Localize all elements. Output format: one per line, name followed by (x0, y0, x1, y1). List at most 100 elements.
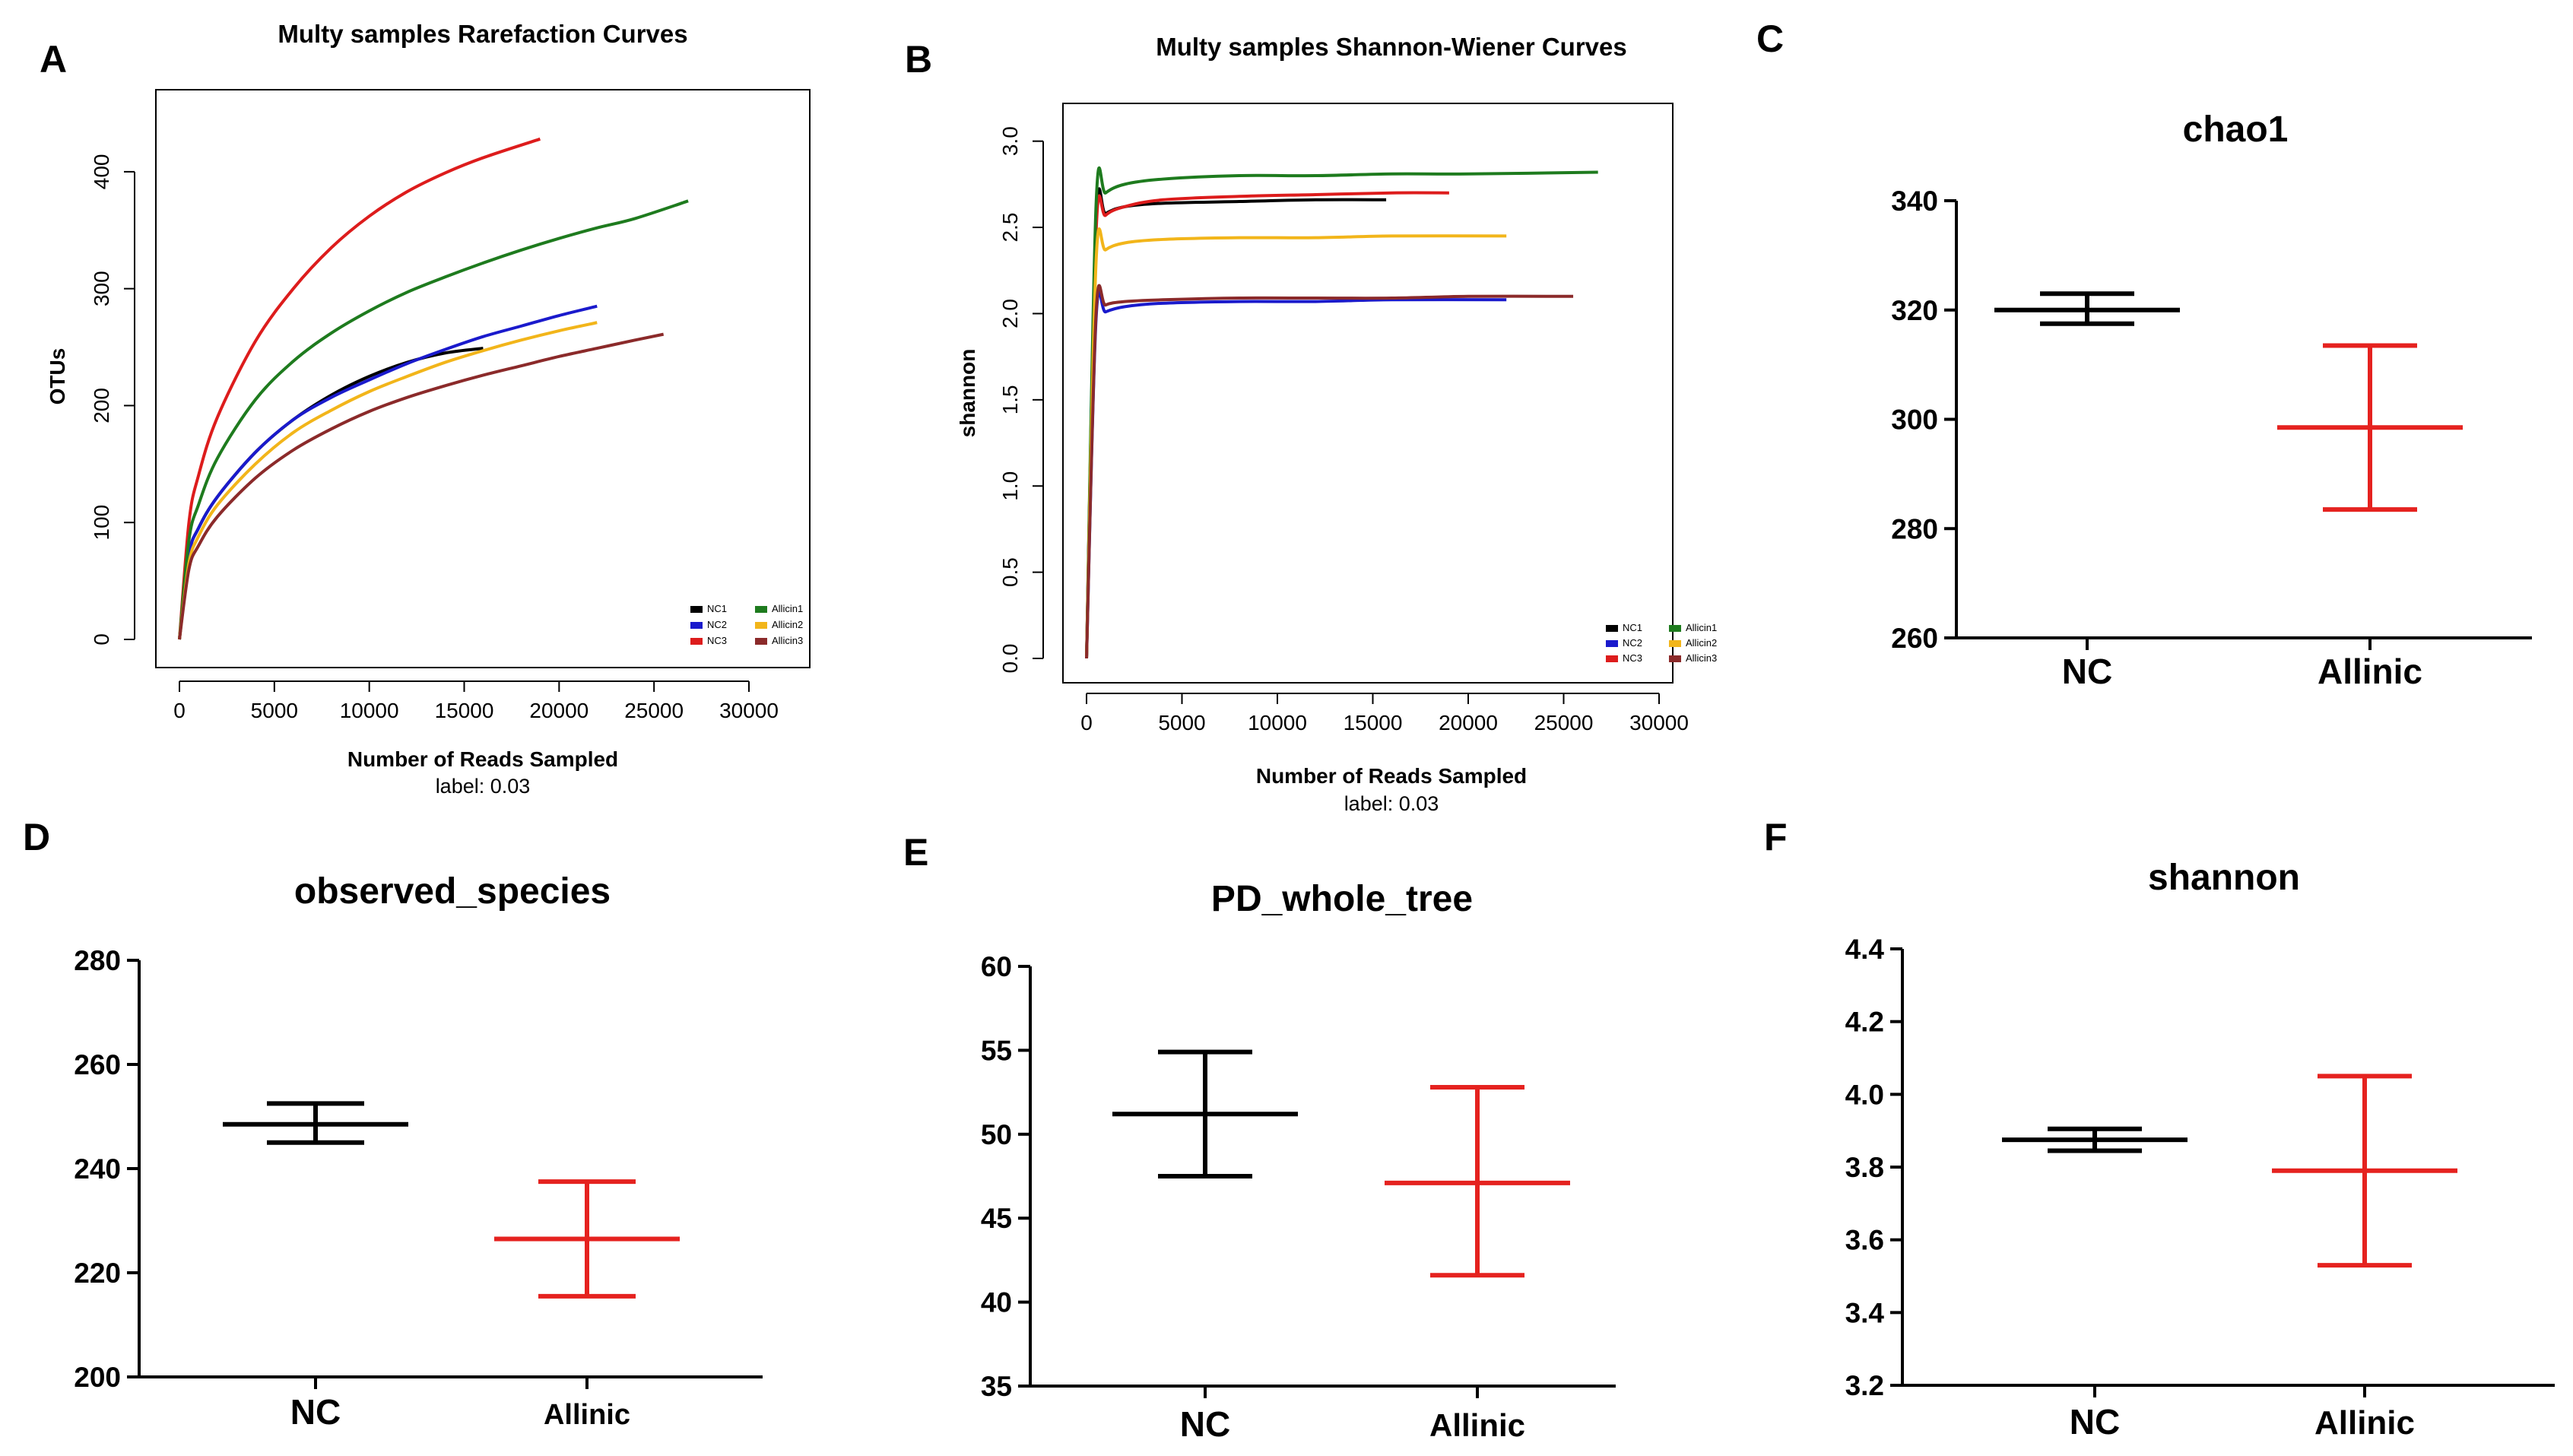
panel-letter-b: B (905, 38, 932, 81)
series-line-nc2 (1085, 290, 1507, 659)
y-tick-label: 4.2 (1845, 1007, 1884, 1038)
y-tick-label: 260 (1891, 623, 1938, 654)
legend-label: Allicin1 (772, 603, 803, 614)
legend-swatch (1669, 655, 1681, 662)
panel-d-observed-species-chart: observed_species 200 220 240 260 280 NC Allini… (74, 871, 763, 1432)
legend-label: NC1 (1623, 622, 1642, 633)
x-axis-sublabel: label: 0.03 (436, 775, 531, 798)
y-tick-label: 240 (74, 1153, 121, 1185)
y-tick-label: 2.0 (998, 299, 1022, 328)
y-tick-label: 0 (90, 633, 113, 646)
legend-label: NC3 (707, 635, 727, 646)
panel-letter-a: A (40, 38, 67, 81)
x-tick-label: 25000 (624, 699, 684, 722)
legend-label: NC2 (707, 619, 727, 630)
legend-swatch (1606, 625, 1618, 632)
panel-e-pd-whole-tree-chart: PD_whole_tree 35 40 45 50 55 60 NC Allinic (981, 879, 1616, 1444)
y-tick-label: 300 (1891, 404, 1938, 436)
x-category-label: NC (290, 1392, 341, 1432)
x-axis-label: Number of Reads Sampled (1256, 764, 1527, 788)
panel-b-shannon-wiener-chart: Multy samples Shannon-Wiener Curves 0 500… (956, 33, 1717, 815)
y-tick-label: 50 (981, 1119, 1012, 1150)
series-line-allicin3 (1085, 284, 1574, 659)
legend-swatch (1669, 640, 1681, 647)
panel-a-rarefaction-chart: Multy samples Rarefaction Curves 0 5000 10… (46, 20, 811, 798)
plot-frame (155, 89, 811, 668)
y-tick-label: 340 (1891, 186, 1938, 217)
y-tick-label: 280 (74, 945, 121, 976)
legend: NC1 NC2 NC3 Allicin1 Allicin2 Allicin3 (690, 603, 803, 646)
series-line-nc3 (1085, 191, 1449, 659)
y-tick-label: 55 (981, 1035, 1012, 1066)
x-tick-label: 30000 (1629, 711, 1689, 734)
legend-label: Allicin3 (772, 635, 803, 646)
legend-swatch (755, 606, 767, 613)
x-tick-label: 20000 (529, 699, 589, 722)
y-tick-label: 3.0 (998, 126, 1022, 156)
legend-label: Allicin1 (1686, 622, 1717, 633)
chart-title: observed_species (294, 871, 611, 912)
legend-label: Allicin2 (772, 619, 803, 630)
panel-letter-c: C (1756, 17, 1784, 60)
x-category-label: Allinic (544, 1399, 630, 1431)
y-tick-label: 3.2 (1845, 1370, 1884, 1401)
x-axis-sublabel: label: 0.03 (1344, 792, 1439, 815)
chart-title: chao1 (2183, 109, 2289, 150)
chart-title: Multy samples Shannon-Wiener Curves (1156, 33, 1627, 61)
series-line-allicin2 (1085, 227, 1507, 659)
x-tick-label: 15000 (435, 699, 494, 722)
legend-swatch (690, 622, 703, 629)
y-tick-label: 3.6 (1845, 1225, 1884, 1256)
series-line-nc2 (178, 304, 598, 640)
y-tick-label: 280 (1891, 513, 1938, 544)
x-tick-label: 0 (1080, 711, 1093, 734)
legend-label: Allicin2 (1686, 637, 1717, 649)
series-line-nc3 (178, 137, 541, 640)
y-tick-label: 220 (74, 1258, 121, 1289)
y-axis-label: OTUs (46, 348, 69, 405)
x-category-label: NC (1180, 1404, 1230, 1444)
chart-title: shannon (2148, 858, 2300, 898)
legend-label: NC1 (707, 603, 727, 614)
y-tick-label: 260 (74, 1049, 121, 1080)
y-tick-label: 60 (981, 951, 1012, 982)
y-tick-label: 1.5 (998, 385, 1022, 414)
series-line-nc1 (1085, 187, 1387, 659)
x-tick-label: 10000 (340, 699, 399, 722)
x-tick-label: 30000 (719, 699, 779, 722)
x-tick-label: 20000 (1439, 711, 1498, 734)
series-line-allicin3 (178, 332, 665, 640)
legend-label: NC3 (1623, 652, 1642, 664)
legend-swatch (755, 622, 767, 629)
y-tick-label: 100 (90, 505, 113, 541)
x-tick-label: 5000 (1158, 711, 1205, 734)
panel-letter-f: F (1764, 816, 1788, 858)
x-category-label: Allinic (2318, 652, 2422, 691)
y-tick-label: 200 (74, 1362, 121, 1393)
y-tick-label: 3.8 (1845, 1152, 1884, 1183)
panel-letter-e: E (903, 831, 928, 874)
y-tick-label: 45 (981, 1203, 1012, 1234)
legend-label: NC2 (1623, 637, 1642, 649)
legend: NC1 NC2 NC3 Allicin1 Allicin2 Allicin3 (1606, 622, 1717, 664)
x-category-label: Allinic (2314, 1404, 2415, 1442)
x-category-label: NC (2070, 1402, 2120, 1442)
y-tick-label: 2.5 (998, 213, 1022, 243)
y-tick-label: 4.0 (1845, 1079, 1884, 1110)
y-tick-label: 200 (90, 388, 113, 423)
y-axis-label: shannon (956, 349, 979, 438)
x-tick-label: 10000 (1248, 711, 1307, 734)
y-tick-label: 3.4 (1845, 1297, 1885, 1328)
legend-label: Allicin3 (1686, 652, 1717, 664)
y-tick-label: 4.4 (1845, 934, 1885, 965)
y-tick-label: 40 (981, 1287, 1012, 1318)
x-category-label: Allinic (1429, 1407, 1525, 1443)
legend-swatch (690, 638, 703, 645)
y-tick-label: 320 (1891, 295, 1938, 326)
y-tick-label: 0.0 (998, 644, 1022, 674)
x-tick-label: 25000 (1534, 711, 1594, 734)
y-tick-label: 400 (90, 154, 113, 190)
series-line-allicin2 (178, 321, 598, 640)
chart-title: Multy samples Rarefaction Curves (278, 20, 687, 48)
